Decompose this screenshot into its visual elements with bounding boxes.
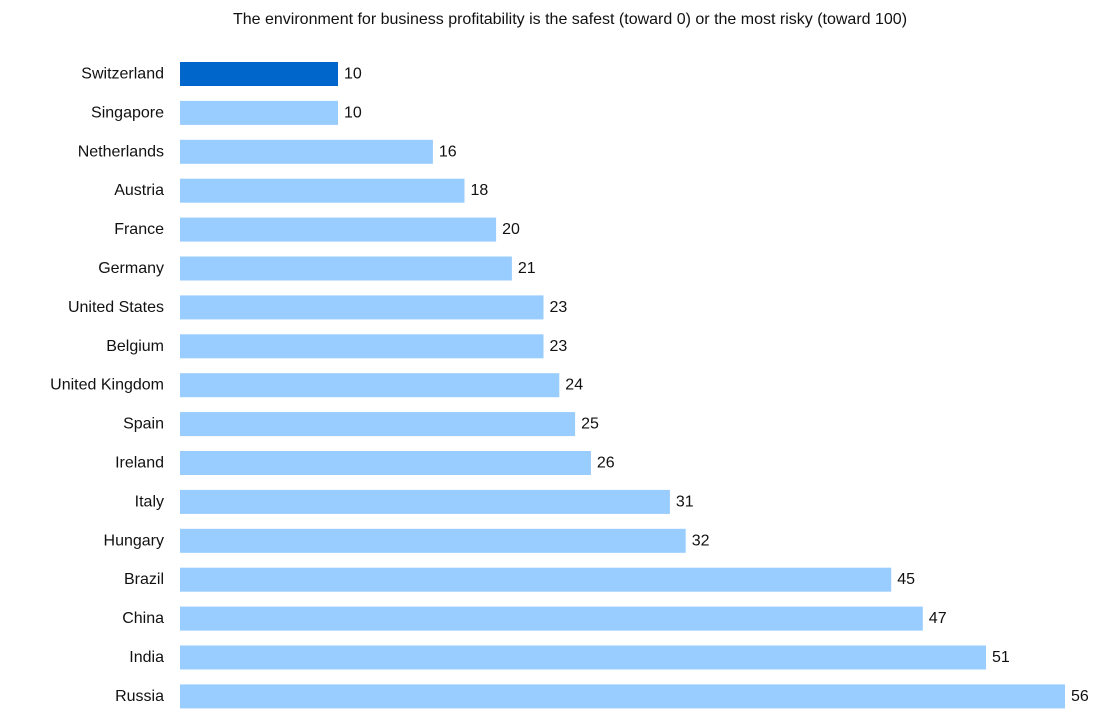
bar-singapore bbox=[180, 100, 338, 125]
value-label-united-kingdom: 24 bbox=[565, 377, 583, 394]
value-label-india: 51 bbox=[992, 649, 1010, 666]
bar-belgium bbox=[180, 334, 544, 359]
chart-title: The environment for business profitabili… bbox=[233, 11, 907, 28]
bar-italy bbox=[180, 489, 670, 514]
category-label-netherlands: Netherlands bbox=[78, 143, 164, 160]
value-label-germany: 21 bbox=[518, 260, 536, 277]
value-label-france: 20 bbox=[502, 221, 520, 238]
category-label-russia: Russia bbox=[115, 688, 164, 705]
category-label-germany: Germany bbox=[98, 260, 164, 277]
category-label-spain: Spain bbox=[123, 416, 164, 433]
value-label-russia: 56 bbox=[1071, 688, 1089, 705]
category-label-switzerland: Switzerland bbox=[81, 66, 164, 83]
bar-russia bbox=[180, 684, 1065, 709]
value-label-hungary: 32 bbox=[692, 532, 710, 549]
value-label-singapore: 10 bbox=[344, 104, 362, 121]
bar-germany bbox=[180, 256, 512, 281]
bar-united-states bbox=[180, 295, 544, 320]
value-label-spain: 25 bbox=[581, 416, 599, 433]
value-label-belgium: 23 bbox=[550, 338, 568, 355]
category-label-italy: Italy bbox=[135, 493, 164, 510]
bar-netherlands bbox=[180, 139, 433, 164]
category-label-austria: Austria bbox=[114, 182, 164, 199]
bar-united-kingdom bbox=[180, 373, 560, 398]
category-label-hungary: Hungary bbox=[104, 532, 164, 549]
bar-india bbox=[180, 645, 986, 670]
bar-france bbox=[180, 217, 497, 242]
category-label-india: India bbox=[129, 649, 164, 666]
category-label-france: France bbox=[114, 221, 164, 238]
bar-brazil bbox=[180, 567, 892, 592]
bars bbox=[180, 62, 1065, 709]
category-label-brazil: Brazil bbox=[124, 571, 164, 588]
bar-hungary bbox=[180, 528, 686, 553]
bar-spain bbox=[180, 412, 576, 437]
value-labels: 10 10 16 18 20 21 23 23 24 25 26 31 32 45 47 51 56 bbox=[344, 66, 1089, 705]
value-label-united-states: 23 bbox=[550, 299, 568, 316]
bar-switzerland bbox=[180, 62, 338, 86]
category-labels: Switzerland Singapore Netherlands Austria Fr… bbox=[50, 66, 164, 705]
value-label-ireland: 26 bbox=[597, 455, 615, 472]
value-label-china: 47 bbox=[929, 610, 947, 627]
value-label-brazil: 45 bbox=[897, 571, 915, 588]
category-label-ireland: Ireland bbox=[115, 455, 164, 472]
value-label-austria: 18 bbox=[471, 182, 489, 199]
value-label-netherlands: 16 bbox=[439, 143, 457, 160]
value-label-italy: 31 bbox=[676, 493, 694, 510]
bar-china bbox=[180, 606, 923, 631]
category-label-china: China bbox=[122, 610, 164, 627]
category-label-united-kingdom: United Kingdom bbox=[50, 377, 164, 394]
category-label-singapore: Singapore bbox=[91, 104, 164, 121]
value-label-switzerland: 10 bbox=[344, 66, 362, 83]
category-label-united-states: United States bbox=[68, 299, 164, 316]
bar-ireland bbox=[180, 451, 591, 475]
bar-austria bbox=[180, 178, 465, 203]
category-label-belgium: Belgium bbox=[106, 338, 164, 355]
